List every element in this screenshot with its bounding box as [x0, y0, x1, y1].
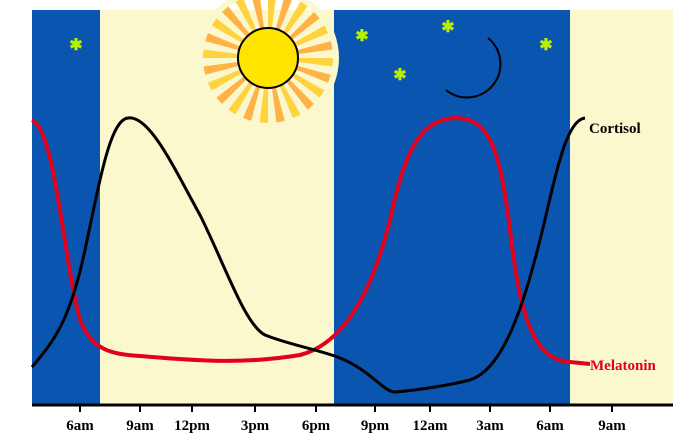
sun-ray: [268, 0, 276, 58]
moon: [445, 37, 502, 99]
star: ✱: [539, 37, 552, 54]
x-tick-label: 6am: [66, 418, 94, 433]
x-tick-label: 3am: [476, 418, 504, 433]
x-tick-label: 9am: [126, 418, 154, 433]
x-ticks: 6am 9am 12pm 3pm 6pm 9pm 12am 3am 6am 9am: [66, 405, 626, 433]
x-tick-label: 9pm: [361, 418, 390, 433]
curve-label: Melatonin: [590, 358, 656, 374]
night-band: [334, 10, 570, 405]
cortisol-curve: [30, 116, 586, 394]
x-tick-label: 6am: [536, 418, 564, 433]
stars: ✱ ✱ ✱ ✱ ✱: [69, 19, 552, 84]
sun-ray: [234, 0, 268, 58]
night-band: [32, 10, 100, 405]
curve-label: Cortisol: [589, 121, 641, 137]
star: ✱: [69, 37, 82, 54]
x-tick-label: 12am: [413, 418, 449, 433]
melatonin-curve: [30, 115, 591, 366]
sun: [237, 27, 299, 89]
star: ✱: [393, 67, 406, 84]
x-tick-label: 9am: [598, 418, 626, 433]
x-tick-label: 6pm: [302, 418, 331, 433]
x-tick-label: 12pm: [174, 418, 210, 433]
star: ✱: [441, 19, 454, 36]
day-band: [570, 10, 673, 405]
star: ✱: [355, 28, 368, 45]
x-tick-label: 3pm: [241, 418, 270, 433]
sun-halo: [197, 0, 339, 129]
